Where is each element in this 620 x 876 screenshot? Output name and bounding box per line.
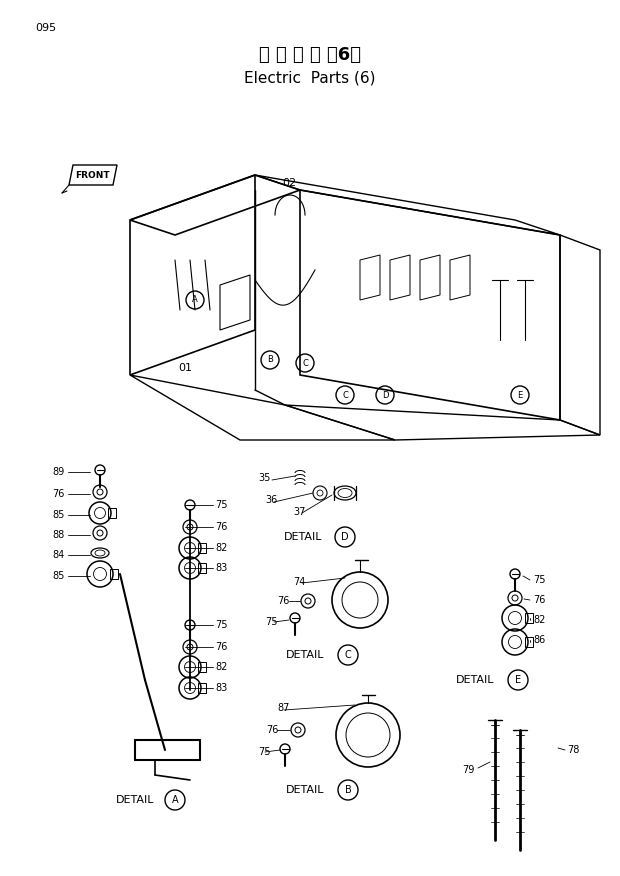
Text: 36: 36 bbox=[265, 495, 277, 505]
Bar bbox=[108, 508, 116, 518]
Text: C: C bbox=[345, 650, 352, 660]
Text: 87: 87 bbox=[277, 703, 290, 713]
Text: E: E bbox=[515, 675, 521, 685]
Text: 82: 82 bbox=[215, 543, 228, 553]
Text: 83: 83 bbox=[215, 563, 228, 573]
Text: 84: 84 bbox=[52, 550, 64, 560]
Text: 76: 76 bbox=[266, 725, 278, 735]
Text: E: E bbox=[517, 391, 523, 399]
Text: 02: 02 bbox=[282, 178, 296, 188]
Text: 電 気 部 品 （6）: 電 気 部 品 （6） bbox=[259, 46, 361, 64]
Text: D: D bbox=[341, 532, 349, 542]
Text: D: D bbox=[382, 391, 388, 399]
Text: 76: 76 bbox=[215, 642, 228, 652]
Text: 79: 79 bbox=[462, 765, 474, 775]
Text: 83: 83 bbox=[215, 683, 228, 693]
Text: 75: 75 bbox=[215, 500, 228, 510]
Text: C: C bbox=[302, 358, 308, 368]
Text: 82: 82 bbox=[215, 662, 228, 672]
Text: 74: 74 bbox=[293, 577, 306, 587]
Text: 78: 78 bbox=[567, 745, 579, 755]
Text: 89: 89 bbox=[52, 467, 64, 477]
Polygon shape bbox=[69, 165, 117, 185]
Text: FRONT: FRONT bbox=[74, 171, 109, 180]
Text: A: A bbox=[172, 795, 179, 805]
Bar bbox=[110, 569, 118, 579]
Bar bbox=[198, 543, 206, 553]
Text: 85: 85 bbox=[52, 510, 64, 520]
Bar bbox=[198, 563, 206, 573]
Text: B: B bbox=[267, 356, 273, 364]
Text: 88: 88 bbox=[52, 530, 64, 540]
Bar bbox=[198, 662, 206, 672]
Bar bbox=[525, 637, 533, 647]
Text: B: B bbox=[345, 785, 352, 795]
Text: DETAIL: DETAIL bbox=[284, 532, 322, 542]
Text: 76: 76 bbox=[215, 522, 228, 532]
Text: 76: 76 bbox=[533, 595, 546, 605]
Text: 095: 095 bbox=[35, 23, 56, 33]
Text: 37: 37 bbox=[293, 507, 306, 517]
Text: 82: 82 bbox=[533, 615, 546, 625]
Text: DETAIL: DETAIL bbox=[116, 795, 154, 805]
Text: A: A bbox=[192, 295, 198, 305]
Bar bbox=[198, 683, 206, 693]
Text: 75: 75 bbox=[533, 575, 546, 585]
Text: 75: 75 bbox=[258, 747, 270, 757]
Text: 35: 35 bbox=[258, 473, 270, 483]
Text: 76: 76 bbox=[277, 596, 290, 606]
Bar bbox=[525, 613, 533, 623]
Text: Electric  Parts (6): Electric Parts (6) bbox=[244, 70, 376, 86]
Text: DETAIL: DETAIL bbox=[456, 675, 494, 685]
Text: DETAIL: DETAIL bbox=[286, 650, 324, 660]
Text: 86: 86 bbox=[533, 635, 545, 645]
Text: 01: 01 bbox=[178, 363, 192, 373]
Text: DETAIL: DETAIL bbox=[286, 785, 324, 795]
Text: 85: 85 bbox=[52, 571, 64, 581]
Text: 75: 75 bbox=[215, 620, 228, 630]
Text: C: C bbox=[342, 391, 348, 399]
Text: 76: 76 bbox=[52, 489, 64, 499]
Text: 75: 75 bbox=[265, 617, 278, 627]
